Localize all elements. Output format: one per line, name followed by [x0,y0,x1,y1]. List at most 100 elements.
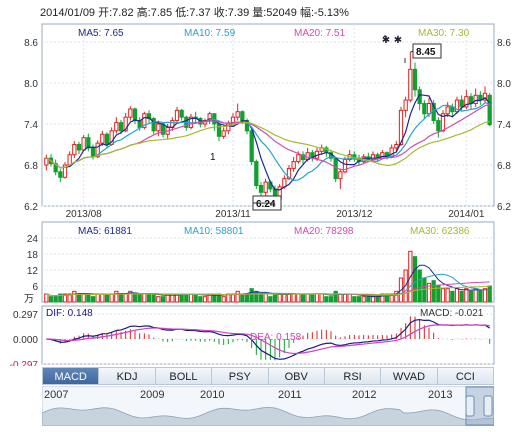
quote-date: 2014/01/09 [40,7,96,19]
candle-body [258,185,264,193]
macd-grid [42,313,494,365]
tab-obv[interactable]: OBV [268,367,325,385]
stock-chart[interactable]: 8.6 8.68.0 8.07.4 7.46.8 6.86.2 6.2 2013/08 20… [0,0,518,366]
tab-macd[interactable]: MACD [42,367,100,385]
price-tick-label-right: 6.8 [497,161,511,172]
candle-body [338,171,343,180]
tab-wvad[interactable]: WVAD [381,367,438,385]
volume-bar [48,296,54,303]
tab-cci[interactable]: CCI [437,367,494,385]
price-y-axis: 8.6 8.6 8.0 8.0 7.4 7.4 6.8 6.8 6.2 6.2 [24,38,511,213]
tab-rsi[interactable]: RSI [324,367,382,385]
candle-body [482,92,488,101]
quote-header: 2014/01/09 开:7.82 高:7.85 低:7.37 收:7.39 量… [40,4,349,20]
volume-bar [277,293,282,303]
high-pointer-line [410,50,414,53]
vol-ma30-line [46,285,490,297]
volume-bar [473,288,478,303]
volume-bar [268,296,273,303]
volume-bar [258,293,264,303]
price-x-tick-label: 2014/01 [448,209,485,220]
candle-body [398,109,404,146]
candle-body [90,147,96,158]
legend-ma5: MA5: 7.65 [78,28,124,39]
candle-body [436,120,441,132]
marker-one: 1 [210,152,216,163]
range-right-handle[interactable] [483,395,493,417]
macd-legend: DIF: 0.148 DEA: 0.158 MACD: -0.021 [46,308,484,343]
volume-bar [286,293,292,303]
volume-bar [468,290,474,303]
high-label: 8.45 [416,47,436,58]
candle-body [263,181,268,193]
macd-tick-label: -0.297 [10,360,39,366]
volume-bar [300,293,306,303]
tab-kdj[interactable]: KDJ [99,367,156,385]
price-tick-label-left: 7.4 [24,120,38,131]
volume-bar [431,280,436,303]
volume-bar [160,296,166,303]
volume-bar [240,293,245,303]
volume-bar [436,285,441,303]
tab-psy[interactable]: PSY [212,367,269,385]
range-left-handle[interactable] [465,395,475,417]
candle-body [389,147,394,158]
candle-body [459,99,464,108]
volume-bar [338,293,343,303]
volume-bar [151,293,156,303]
ma5-line [46,93,491,191]
candle-body [445,106,450,115]
candle-body [422,103,427,115]
range-year: 2009 [140,389,164,401]
vol-legend-ma30: MA30: 62386 [410,226,470,237]
candle-body [72,144,77,156]
volume-bar [426,282,432,303]
volume-bar [142,293,147,303]
candle-body [296,154,301,163]
macd-tick-label: 0.000 [13,335,38,346]
quote-low: 低:7.37 [175,7,211,19]
volume-bar [352,296,357,303]
candle-body [137,120,142,128]
volume-bar [235,290,240,303]
candle-body [156,123,161,132]
quote-volume: 量:52049 [252,7,297,19]
macd-y-axis: 0.297 0.000 -0.297 [10,310,39,366]
candle-body [370,154,376,161]
tab-boll[interactable]: BOLL [155,367,213,385]
candle-body [142,113,147,128]
volume-bar [95,293,100,303]
candle-body [123,116,128,132]
candle-body [128,108,133,118]
range-navigator[interactable]: 2007 2009 2010 2011 2012 2013 [42,386,494,426]
dea-line [46,324,490,355]
volume-bar [263,293,268,303]
volume-bar [44,293,49,303]
macd-legend-dif: DIF: 0.148 [46,308,93,319]
volume-bar [193,293,198,303]
volume-bar [296,293,301,303]
price-legend: MA5: 7.65 MA10: 7.59 MA20: 7.51 MA30: 7.… [78,28,470,39]
price-x-tick-label: 2013/08 [66,209,103,220]
volume-bar [454,288,460,303]
volume-bar [202,296,208,303]
volume-ma-lines [46,264,490,298]
volume-bar [324,296,329,303]
legend-ma20: MA20: 7.51 [294,28,346,39]
vol-legend-ma20: MA20: 78298 [294,226,354,237]
moving-average-lines [46,93,491,191]
volume-tick-label: 18 [27,250,39,261]
volume-bar [58,293,63,303]
volume-bar [179,293,184,303]
vol-legend-ma10: MA10: 58801 [184,226,244,237]
star-icon [383,35,387,37]
range-year-labels: 2007 2009 2010 2011 2012 2013 [44,389,452,401]
macd-legend-macd: MACD: -0.021 [420,308,484,319]
volume-bar [319,293,324,303]
candle-body [53,163,58,173]
candle-body [118,122,124,132]
volume-bar [86,293,91,303]
candle-body [221,130,226,137]
volume-tick-label: 6 [32,282,38,293]
candle-body [67,154,72,166]
